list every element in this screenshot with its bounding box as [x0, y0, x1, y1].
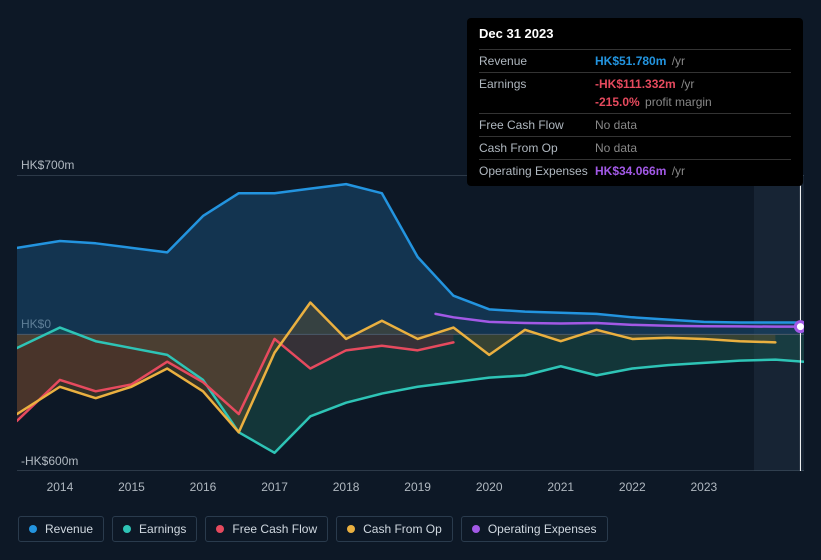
- legend-dot-icon: [29, 525, 37, 533]
- tooltip-row-label: Earnings: [479, 77, 595, 91]
- tooltip-row: Operating ExpensesHK$34.066m /yr: [479, 162, 791, 180]
- legend-item-cash-from-op[interactable]: Cash From Op: [336, 516, 453, 542]
- x-axis-label: 2020: [476, 480, 503, 494]
- legend-label: Free Cash Flow: [232, 522, 317, 536]
- y-axis-label: HK$700m: [21, 158, 74, 172]
- legend-dot-icon: [216, 525, 224, 533]
- legend-dot-icon: [472, 525, 480, 533]
- x-axis-label: 2017: [261, 480, 288, 494]
- legend-label: Earnings: [139, 522, 186, 536]
- x-axis-label: 2014: [47, 480, 74, 494]
- tooltip-row-label: Free Cash Flow: [479, 118, 595, 132]
- tooltip-row: RevenueHK$51.780m /yr: [479, 52, 791, 70]
- legend-item-operating-expenses[interactable]: Operating Expenses: [461, 516, 608, 542]
- tooltip-box: Dec 31 2023 RevenueHK$51.780m /yrEarning…: [467, 18, 803, 186]
- x-axis-label: 2018: [333, 480, 360, 494]
- financials-chart: [17, 175, 804, 471]
- tooltip-row-label: Revenue: [479, 54, 595, 68]
- legend-item-earnings[interactable]: Earnings: [112, 516, 197, 542]
- tooltip-row: Earnings-HK$111.332m /yr: [479, 75, 791, 93]
- tooltip-row-value: No data: [595, 141, 637, 155]
- chart-legend: Revenue Earnings Free Cash Flow Cash From O…: [18, 516, 608, 542]
- x-axis-label: 2021: [547, 480, 574, 494]
- x-axis-label: 2015: [118, 480, 145, 494]
- x-axis-label: 2023: [690, 480, 717, 494]
- tooltip-row-value: HK$34.066m /yr: [595, 164, 685, 178]
- tooltip-row-value: -HK$111.332m /yr: [595, 77, 694, 91]
- tooltip-date: Dec 31 2023: [479, 26, 791, 47]
- x-axis-label: 2022: [619, 480, 646, 494]
- series-area-revenue: [17, 184, 804, 334]
- legend-label: Cash From Op: [363, 522, 442, 536]
- x-axis-label: 2016: [190, 480, 217, 494]
- tooltip-row-label: Operating Expenses: [479, 164, 595, 178]
- legend-label: Revenue: [45, 522, 93, 536]
- tooltip-row: Free Cash FlowNo data: [479, 116, 791, 134]
- tooltip-row-value: No data: [595, 118, 637, 132]
- legend-item-free-cash-flow[interactable]: Free Cash Flow: [205, 516, 328, 542]
- hover-marker: [795, 322, 804, 332]
- tooltip-row: Cash From OpNo data: [479, 139, 791, 157]
- x-axis-label: 2019: [404, 480, 431, 494]
- tooltip-row-label: Cash From Op: [479, 141, 595, 155]
- legend-label: Operating Expenses: [488, 522, 597, 536]
- tooltip-row-sub: -215.0% profit margin: [479, 93, 791, 111]
- legend-dot-icon: [123, 525, 131, 533]
- legend-dot-icon: [347, 525, 355, 533]
- tooltip-row-value: HK$51.780m /yr: [595, 54, 685, 68]
- legend-item-revenue[interactable]: Revenue: [18, 516, 104, 542]
